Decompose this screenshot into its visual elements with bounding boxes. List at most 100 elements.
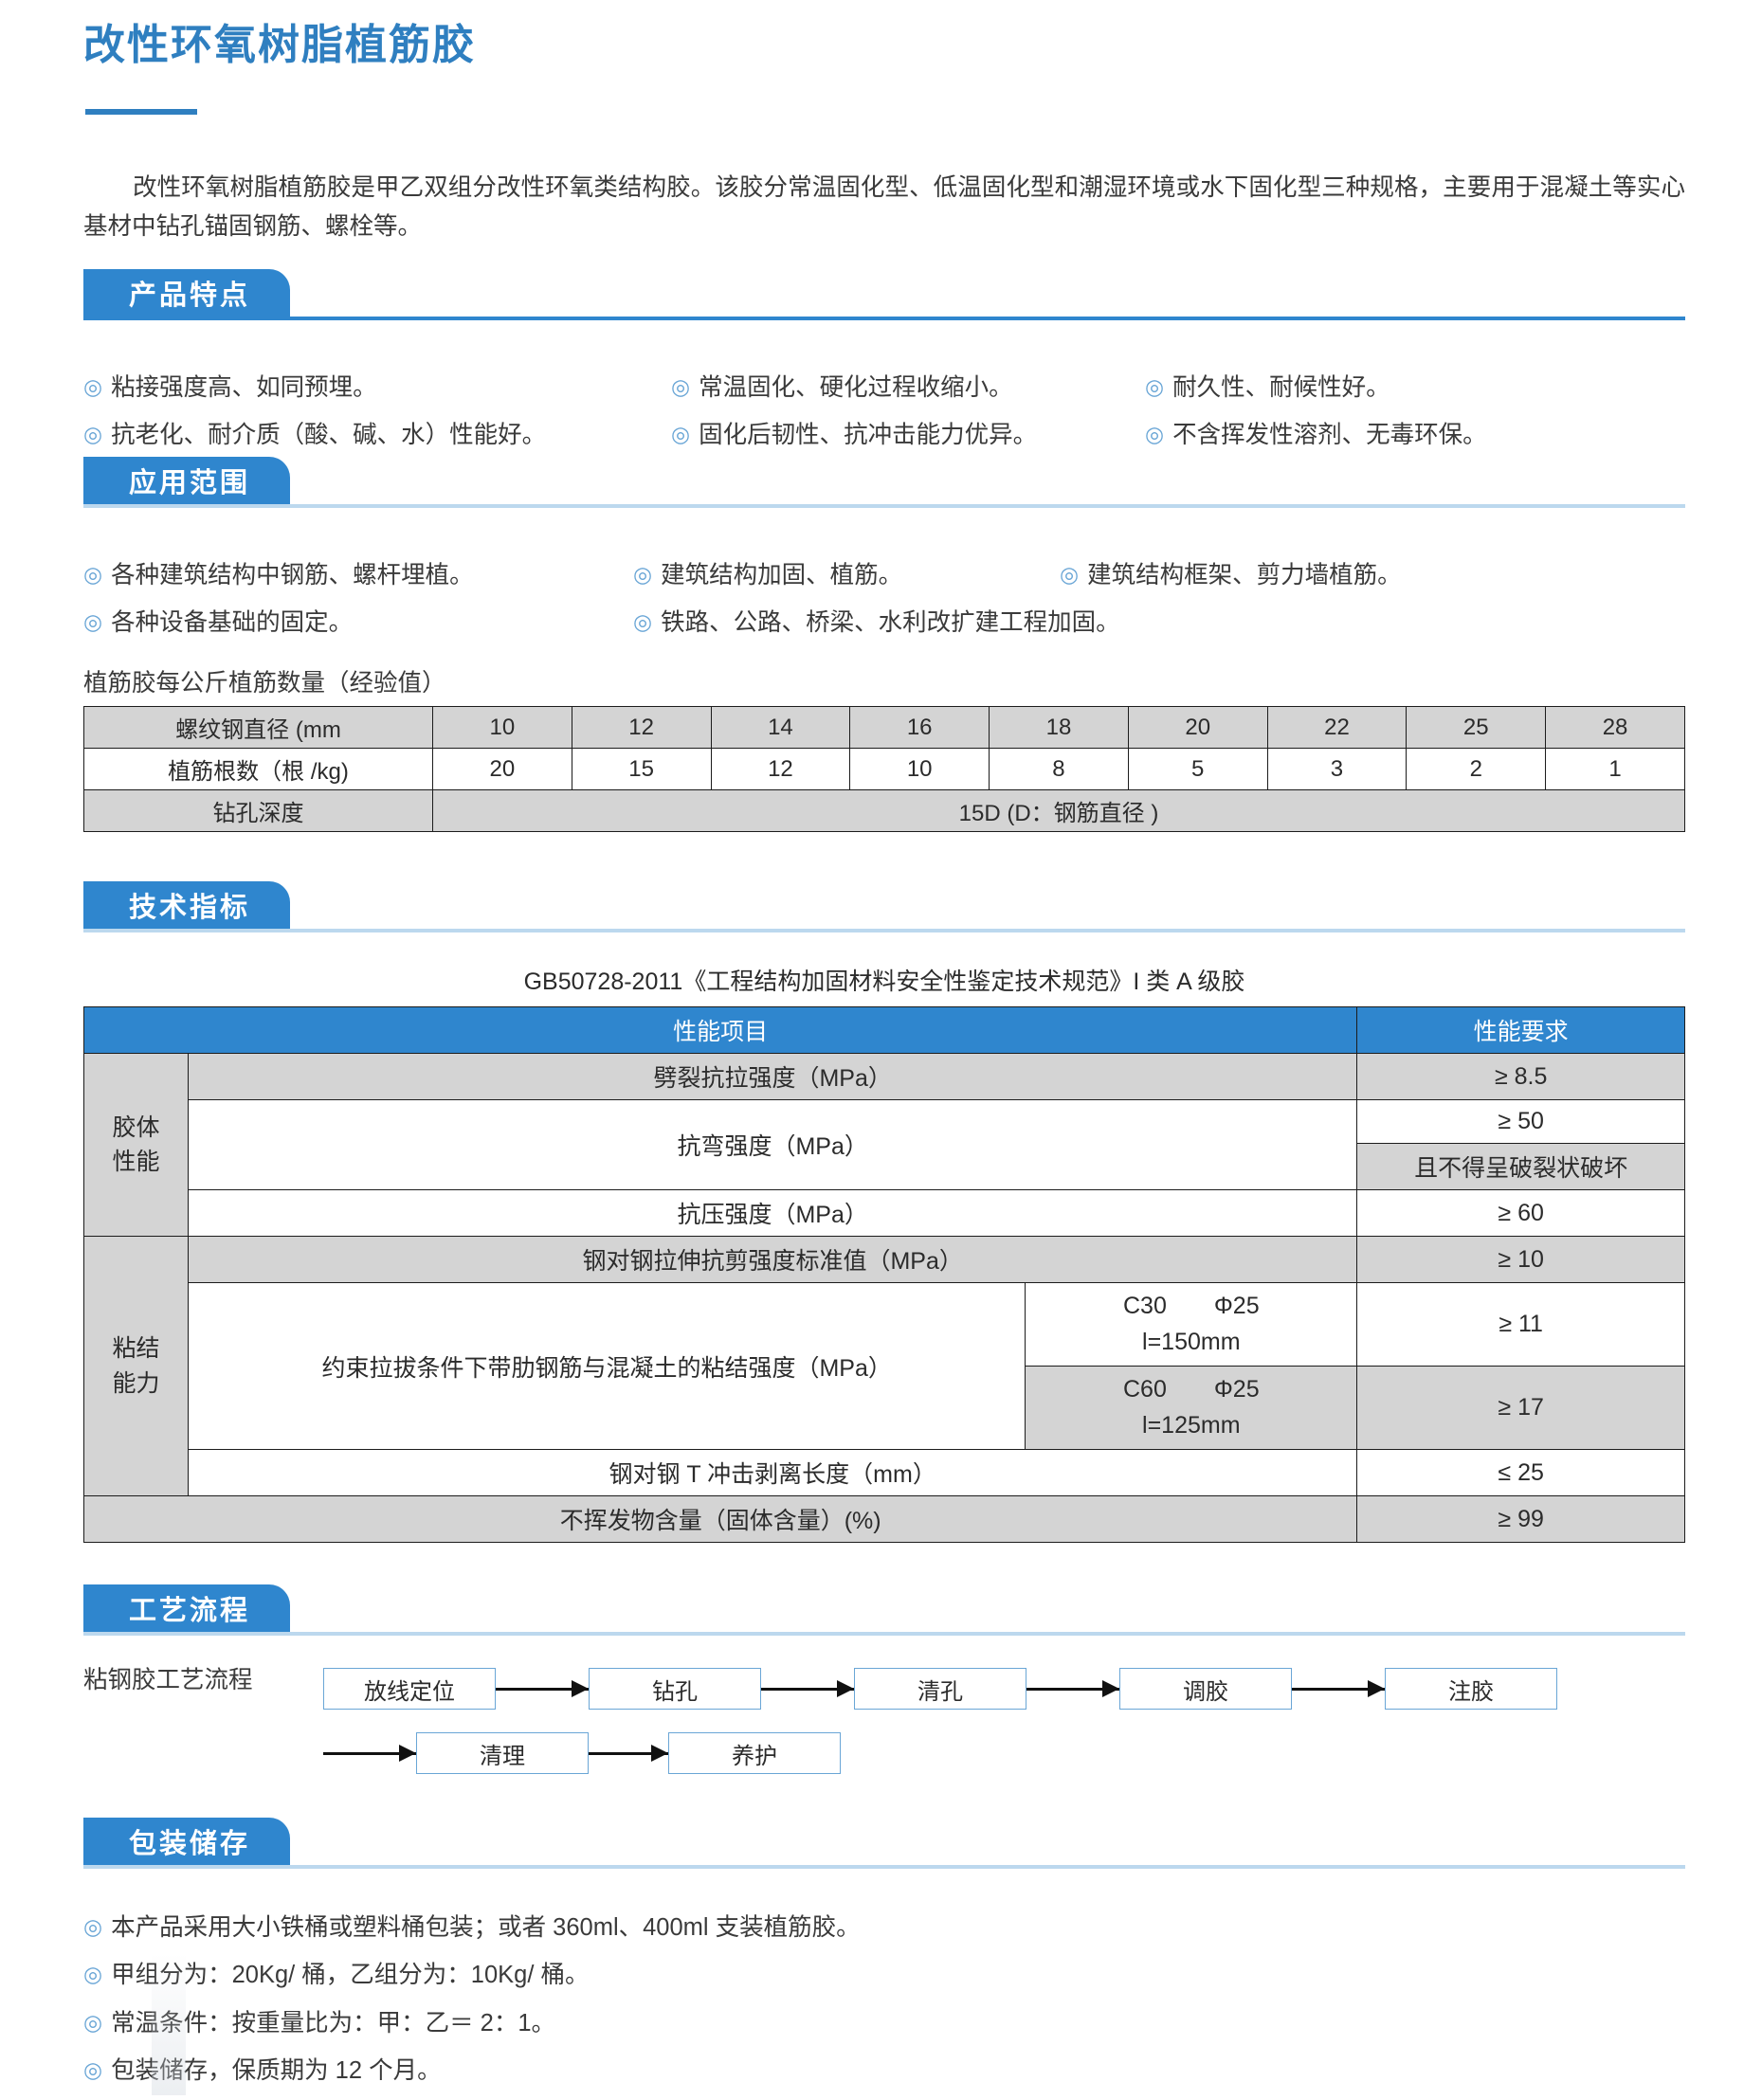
section-rule-process	[83, 1632, 1685, 1636]
spec-value: ≤ 25	[1356, 1449, 1685, 1496]
section-header-process: 工艺流程	[83, 1584, 1685, 1638]
table-row: C60 Φ25 l=125mm ≥ 17	[84, 1366, 1685, 1450]
list-item-label: 包装储存，保质期为 12 个月。	[111, 2056, 442, 2084]
list-item-label: 建筑结构框架、剪力墙植筋。	[1087, 562, 1402, 588]
table-cell: 3	[1266, 748, 1408, 790]
bullet-icon: ◎	[83, 1914, 103, 1939]
col-header-requirement: 性能要求	[1356, 1006, 1685, 1054]
section-tab-packaging: 包装储存	[83, 1818, 290, 1865]
bullet-icon: ◎	[83, 562, 103, 587]
table-row: 螺纹钢直径 (mm 10 12 14 16 18 20 22 25 28	[83, 706, 1685, 749]
rebar-table-caption: 植筋胶每公斤植筋数量（经验值）	[83, 670, 446, 697]
table-row: 且不得呈破裂状破坏	[84, 1143, 1685, 1190]
flow-chart-label: 粘钢胶工艺流程	[83, 1667, 253, 1693]
condition-line1: C30 Φ25	[1122, 1293, 1260, 1319]
table-cell: 12	[710, 748, 851, 790]
list-item-label: 各种建筑结构中钢筋、螺杆埋植。	[111, 562, 474, 588]
bullet-icon: ◎	[671, 374, 691, 399]
process-flow-chart: 放线定位 钻孔 清孔 调胶 注胶 清理 养护	[83, 1668, 1685, 1774]
table-row: 抗压强度（MPa） ≥ 60	[84, 1189, 1685, 1237]
table-row: 抗弯强度（MPa） ≥ 50	[84, 1099, 1685, 1190]
section-rule-technical	[83, 929, 1685, 932]
spec-item-pullout: 约束拉拔条件下带肋钢筋与混凝土的粘结强度（MPa）	[187, 1282, 1026, 1450]
flow-step-box[interactable]: 钻孔	[589, 1668, 761, 1710]
flow-arrow-icon	[496, 1680, 589, 1697]
list-item-label: 各种设备基础的固定。	[111, 609, 354, 637]
spec-item: 钢对钢拉伸抗剪强度标准值（MPa）	[187, 1236, 1358, 1283]
table-cell: 2	[1406, 748, 1547, 790]
bullet-icon: ◎	[1145, 374, 1165, 399]
bullet-icon: ◎	[83, 1962, 103, 1987]
section-tab-process: 工艺流程	[83, 1584, 290, 1632]
flow-row-2: 清理 养护	[83, 1732, 1685, 1774]
packaging-row: ◎ 常温条件：按重量比为：甲：乙＝ 2：1。	[83, 2005, 1685, 2041]
condition-line2: l=150mm	[1142, 1328, 1241, 1355]
spec-item: 抗弯强度（MPa）	[187, 1099, 1358, 1190]
bullet-icon: ◎	[83, 374, 103, 399]
applications-list: ◎ 各种建筑结构中钢筋、螺杆埋植。 ◎ 建筑结构加固、植筋。 ◎ 建筑结构框架、…	[83, 557, 1685, 653]
table-header-row: 性能项目 性能要求	[82, 1006, 1685, 1054]
spec-value: ≥ 10	[1356, 1236, 1685, 1283]
flow-step-box[interactable]: 调胶	[1119, 1668, 1292, 1710]
table-cell: 22	[1266, 706, 1408, 749]
spec-item: 不挥发物含量（固体含量）(%)	[82, 1495, 1358, 1543]
table-cell: 16	[849, 706, 990, 749]
list-item-label: 耐久性、耐候性好。	[1172, 374, 1390, 401]
bullet-icon: ◎	[1060, 562, 1080, 587]
spec-item: 钢对钢 T 冲击剥离长度（mm）	[187, 1449, 1358, 1496]
flow-step-box[interactable]: 放线定位	[323, 1668, 496, 1710]
table-cell: 1	[1545, 748, 1685, 790]
table-row: 不挥发物含量（固体含量）(%) ≥ 99	[82, 1495, 1685, 1543]
list-item: ◎ 建筑结构框架、剪力墙植筋。	[1060, 557, 1402, 593]
flow-step-box[interactable]: 清理	[416, 1732, 589, 1774]
spec-value: ≥ 17	[1356, 1366, 1685, 1450]
table-row: 钻孔深度 15D (D：钢筋直径 )	[83, 789, 1685, 832]
bullet-icon: ◎	[633, 609, 653, 635]
list-item: ◎ 粘接强度高、如同预埋。	[83, 370, 671, 406]
list-item-label: 固化后韧性、抗冲击能力优异。	[699, 422, 1038, 449]
group-label-line1: 粘结	[112, 1335, 160, 1363]
list-item: ◎ 各种设备基础的固定。	[83, 605, 633, 641]
flow-step-box[interactable]: 养护	[668, 1732, 841, 1774]
drill-depth-value: 15D (D：钢筋直径 )	[432, 789, 1685, 832]
table-row: 钢对钢 T 冲击剥离长度（mm） ≤ 25	[84, 1449, 1685, 1496]
list-item-label: 常温固化、硬化过程收缩小。	[699, 374, 1013, 401]
list-item: ◎ 建筑结构加固、植筋。	[633, 557, 1060, 593]
flow-step-box[interactable]: 清孔	[854, 1668, 1026, 1710]
table-cell: 15	[571, 748, 712, 790]
list-item-label: 本产品采用大小铁桶或塑料桶包装；或者 360ml、400ml 支装植筋胶。	[111, 1914, 861, 1941]
rebar-diameter-label: 螺纹钢直径 (mm	[83, 706, 433, 749]
list-item-label: 建筑结构加固、植筋。	[661, 562, 903, 588]
intro-text: 改性环氧树脂植筋胶是甲乙双组分改性环氧类结构胶。该胶分常温固化型、低温固化型和潮…	[83, 174, 1685, 241]
table-cell: 10	[849, 748, 990, 790]
list-item: ◎ 铁路、公路、桥梁、水利改扩建工程加固。	[633, 605, 1120, 641]
table-row: 约束拉拔条件下带肋钢筋与混凝土的粘结强度（MPa） C30 Φ25 l=150m…	[84, 1282, 1685, 1450]
spec-value-primary: ≥ 50	[1356, 1099, 1685, 1144]
applications-row-2: ◎ 各种设备基础的固定。 ◎ 铁路、公路、桥梁、水利改扩建工程加固。	[83, 605, 1685, 641]
bullet-icon: ◎	[633, 562, 653, 587]
intro-paragraph: 改性环氧树脂植筋胶是甲乙双组分改性环氧类结构胶。该胶分常温固化型、低温固化型和潮…	[83, 169, 1685, 247]
packaging-list: ◎ 本产品采用大小铁桶或塑料桶包装；或者 360ml、400ml 支装植筋胶。 …	[83, 1910, 1685, 2100]
spec-value: ≥ 99	[1356, 1495, 1685, 1543]
rebar-quantity-table: 螺纹钢直径 (mm 10 12 14 16 18 20 22 25 28 植筋根…	[83, 706, 1685, 832]
flow-row-1: 放线定位 钻孔 清孔 调胶 注胶	[83, 1668, 1685, 1710]
list-item-label: 抗老化、耐介质（酸、碱、水）性能好。	[111, 422, 547, 449]
list-item-label: 不含挥发性溶剂、无毒环保。	[1172, 422, 1487, 449]
group-label-line2: 能力	[112, 1369, 160, 1397]
features-row-2: ◎ 抗老化、耐介质（酸、碱、水）性能好。 ◎ 固化后韧性、抗冲击能力优异。 ◎ …	[83, 417, 1685, 453]
page-edge-artifact	[152, 1953, 186, 2095]
spec-value: ≥ 8.5	[1356, 1053, 1685, 1100]
spec-item: 劈裂抗拉强度（MPa）	[187, 1053, 1358, 1100]
table-cell: 5	[1127, 748, 1268, 790]
flow-step-box[interactable]: 注胶	[1385, 1668, 1557, 1710]
list-item-label: 甲组分为：20Kg/ 桶，乙组分为：10Kg/ 桶。	[111, 1962, 590, 1989]
flow-arrow-icon	[1292, 1680, 1385, 1697]
list-item: ◎ 本产品采用大小铁桶或塑料桶包装；或者 360ml、400ml 支装植筋胶。	[83, 1910, 861, 1946]
applications-row-1: ◎ 各种建筑结构中钢筋、螺杆埋植。 ◎ 建筑结构加固、植筋。 ◎ 建筑结构框架、…	[83, 557, 1685, 593]
table-cell: 14	[710, 706, 851, 749]
list-item: ◎ 各种建筑结构中钢筋、螺杆埋植。	[83, 557, 633, 593]
list-item-label: 常温条件：按重量比为：甲：乙＝ 2：1。	[111, 2009, 556, 2037]
section-tab-applications: 应用范围	[83, 457, 290, 504]
list-item: ◎ 常温固化、硬化过程收缩小。	[671, 370, 1145, 406]
flow-arrow-icon	[761, 1680, 854, 1697]
